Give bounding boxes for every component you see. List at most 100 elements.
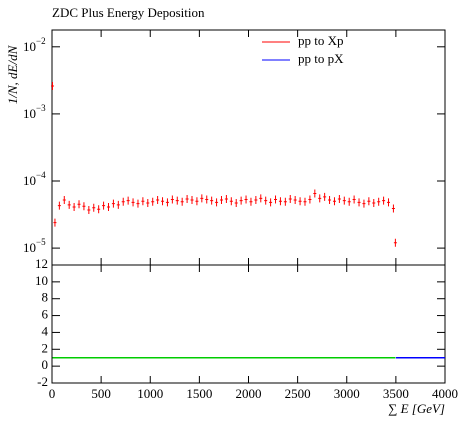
data-point — [264, 196, 268, 205]
data-point — [97, 205, 101, 214]
x-tick-label: 1500 — [186, 386, 212, 401]
data-point — [165, 198, 169, 207]
data-point — [323, 192, 327, 201]
data-point — [372, 199, 376, 208]
data-point — [229, 197, 233, 206]
y-tick-label: 0 — [42, 357, 49, 372]
ratio-frame — [51, 264, 446, 384]
data-point — [313, 189, 317, 198]
data-point — [337, 194, 341, 203]
data-point — [53, 218, 57, 227]
data-point — [131, 198, 135, 207]
y-tick-label: 4 — [42, 323, 49, 338]
data-point — [244, 195, 248, 204]
data-point — [67, 200, 71, 209]
chart-title: ZDC Plus Energy Deposition — [52, 5, 205, 20]
data-point — [180, 197, 184, 206]
x-tick-label: 500 — [91, 386, 111, 401]
x-tick-label: 3500 — [383, 386, 409, 401]
y-tick-label: 10 — [23, 173, 36, 188]
data-point — [298, 197, 302, 206]
data-point — [215, 198, 219, 207]
data-point — [111, 199, 115, 208]
y-tick-label: 10 — [35, 273, 48, 288]
data-point — [151, 197, 155, 206]
y-tick-exponent: −2 — [36, 36, 46, 46]
data-point — [239, 196, 243, 205]
data-point — [288, 194, 292, 203]
data-point — [283, 197, 287, 206]
data-point — [387, 198, 391, 207]
data-point — [259, 194, 263, 203]
data-point — [391, 204, 395, 213]
y-tick-exponent: −5 — [36, 237, 46, 247]
data-point — [77, 200, 81, 209]
data-point — [254, 196, 258, 205]
data-point — [156, 196, 160, 205]
data-point — [367, 197, 371, 206]
data-point — [274, 195, 278, 204]
legend-label: pp to pX — [298, 51, 344, 66]
data-point — [57, 201, 61, 210]
x-axis-label: ∑ E [GeV] — [388, 401, 445, 416]
data-point — [185, 194, 189, 203]
data-point — [50, 82, 54, 91]
y-axis-label: 1/N, dE/dN — [5, 44, 20, 104]
y-tick-label: 8 — [42, 290, 49, 305]
y-tick-exponent: −3 — [36, 103, 46, 113]
data-point — [116, 200, 120, 209]
data-point — [278, 197, 282, 206]
x-tick-label: 1000 — [137, 386, 163, 401]
data-point — [106, 202, 110, 211]
data-point — [82, 202, 86, 211]
data-point — [357, 198, 361, 207]
data-point — [205, 195, 209, 204]
data-point — [269, 198, 273, 207]
x-tick-label: 3000 — [334, 386, 360, 401]
legend-label: pp to Xp — [298, 33, 344, 48]
data-point — [347, 197, 351, 206]
data-point — [362, 199, 366, 208]
data-point — [234, 199, 238, 208]
data-point — [249, 197, 253, 206]
data-point — [328, 196, 332, 205]
y-tick-label: 12 — [35, 256, 48, 271]
data-point — [87, 205, 91, 214]
data-point — [200, 194, 204, 203]
data-point — [102, 201, 106, 210]
data-point — [121, 197, 125, 206]
y-tick-label: 10 — [23, 106, 36, 121]
data-point — [352, 195, 356, 204]
data-point — [92, 203, 96, 212]
data-point — [146, 199, 150, 208]
data-point — [308, 195, 312, 204]
y-tick-label: 10 — [23, 240, 36, 255]
data-point — [175, 196, 179, 205]
data-point — [141, 197, 145, 206]
data-point — [303, 197, 307, 206]
data-point — [393, 238, 397, 247]
data-point — [318, 194, 322, 203]
data-point — [190, 196, 194, 205]
data-point — [72, 202, 76, 211]
y-tick-label: -2 — [37, 374, 48, 389]
x-tick-label: 0 — [49, 386, 56, 401]
data-point — [170, 195, 174, 204]
top-frame — [51, 29, 446, 266]
y-tick-exponent: −4 — [36, 170, 46, 180]
y-tick-label: 2 — [42, 340, 49, 355]
x-tick-label: 4000 — [432, 386, 458, 401]
data-point — [126, 196, 130, 205]
data-point — [210, 196, 214, 205]
data-point — [382, 196, 386, 205]
x-tick-label: 2500 — [285, 386, 311, 401]
data-point — [62, 196, 66, 205]
data-point — [332, 197, 336, 206]
data-point — [377, 197, 381, 206]
data-point — [293, 196, 297, 205]
data-point — [219, 196, 223, 205]
y-tick-label: 10 — [23, 39, 36, 54]
data-point — [161, 197, 165, 206]
